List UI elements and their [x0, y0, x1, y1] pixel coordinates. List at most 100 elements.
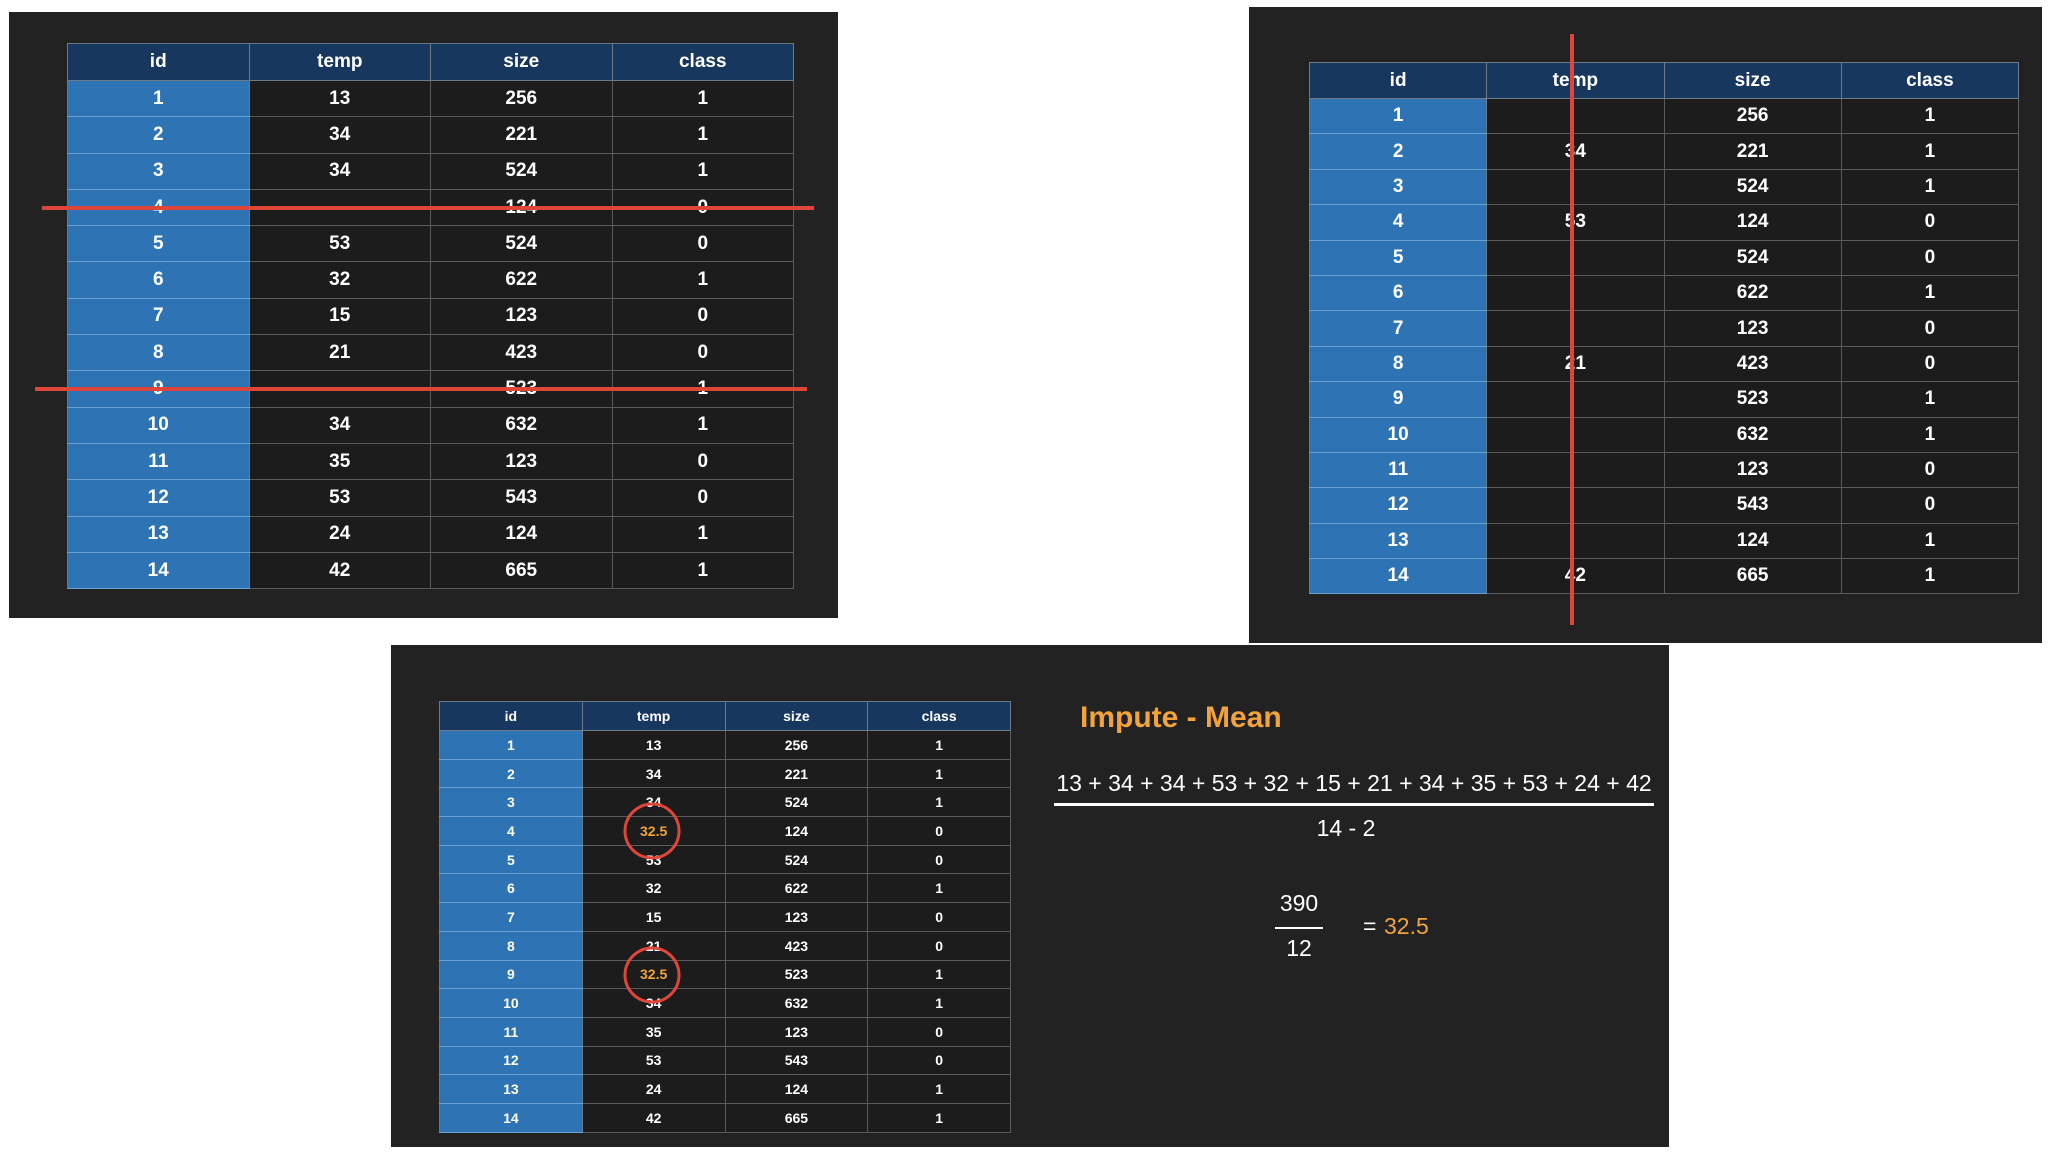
table-row: 11 35 123 0: [67, 442, 794, 481]
table-row: 9 523 1: [67, 370, 794, 408]
cell-temp: 53: [581, 1045, 726, 1076]
cell-size: 524: [1663, 168, 1842, 206]
cell-class: 1: [867, 988, 1011, 1018]
header-row: id temp size class: [67, 43, 794, 81]
table-row: 13 24 124 1: [67, 515, 794, 553]
cell-temp: 21: [1486, 345, 1665, 383]
cell-id: 3: [67, 152, 250, 190]
cell-temp-imputed: 32.5: [581, 816, 726, 846]
cell-id: 11: [439, 1016, 583, 1047]
cell-temp: [1486, 487, 1665, 524]
cell-temp: 13: [581, 730, 726, 760]
table-row: 8 21 423 0: [1308, 345, 2020, 383]
table-row: 2 34 221 1: [67, 116, 794, 154]
cell-size: 665: [1663, 558, 1842, 595]
table-row: 6 622 1: [1308, 274, 2020, 312]
cell-temp: 35: [581, 1016, 726, 1047]
table-row: 9 523 1: [1308, 381, 2020, 418]
cell-temp: 21: [581, 930, 726, 961]
cell-class: 1: [611, 551, 794, 590]
formula-numerator: 13 + 34 + 34 + 53 + 32 + 15 + 21 + 34 + …: [1056, 770, 1652, 796]
cell-size: 523: [1663, 381, 1842, 418]
cell-class: 1: [867, 873, 1011, 904]
cell-id: 11: [1308, 451, 1488, 489]
cell-id: 6: [439, 873, 583, 904]
cell-size: 665: [430, 551, 613, 590]
cell-size: 524: [1663, 239, 1842, 276]
column-header-id: id: [439, 701, 583, 731]
cell-temp: 42: [248, 551, 431, 590]
cell-class: 0: [1840, 345, 2020, 383]
cell-size: 124: [724, 1074, 869, 1104]
cell-class: 1: [1840, 522, 2020, 560]
cell-size: 221: [1663, 133, 1842, 170]
cell-size: 622: [724, 873, 869, 904]
table-row: 14 42 665 1: [67, 551, 794, 590]
cell-temp: 34: [581, 758, 726, 789]
column-header-size: size: [1663, 62, 1842, 99]
cell-size: 423: [724, 930, 869, 961]
cell-class: 1: [1840, 97, 2020, 135]
cell-temp: [1486, 381, 1665, 418]
table-row: 9 32.5 523 1: [439, 959, 1011, 990]
table-row: 5 524 0: [1308, 239, 2020, 276]
cell-size: 123: [430, 297, 613, 336]
cell-size: 423: [1663, 345, 1842, 383]
cell-class: 0: [1840, 487, 2020, 524]
cell-temp: 34: [581, 988, 726, 1018]
panel-impute-mean: id temp size class 1 13 256 1 2 34 221 1 3 34 524 1 4 32.…: [391, 645, 1669, 1147]
cell-class: 0: [867, 1016, 1011, 1047]
table-row: 4 32.5 124 0: [439, 816, 1011, 846]
cell-size: 221: [724, 758, 869, 789]
table-row: 12 53 543 0: [439, 1045, 1011, 1076]
cell-temp: [1486, 522, 1665, 560]
panel-drop-rows: id temp size class 1 13 256 1 2 34 221 1 3 34 524 1 4 124…: [9, 12, 838, 618]
cell-class: 1: [867, 959, 1011, 990]
cell-class: 0: [867, 930, 1011, 961]
cell-id: 12: [439, 1045, 583, 1076]
table-row: 6 32 622 1: [439, 873, 1011, 904]
table-row: 1 13 256 1: [439, 730, 1011, 760]
cell-id: 4: [67, 188, 250, 227]
cell-temp: 24: [248, 515, 431, 553]
column-header-temp: temp: [581, 701, 726, 731]
table-row: 13 24 124 1: [439, 1074, 1011, 1104]
cell-size: 523: [430, 370, 613, 408]
cell-size: 524: [430, 225, 613, 263]
cell-temp: 15: [248, 297, 431, 336]
cell-id: 14: [67, 551, 250, 590]
table-row: 1 256 1: [1308, 97, 2020, 135]
cell-id: 5: [439, 844, 583, 875]
cell-id: 10: [1308, 416, 1488, 453]
cell-class: 1: [1840, 558, 2020, 595]
cell-temp: [248, 188, 431, 227]
cell-temp: 53: [1486, 204, 1665, 241]
cell-class: 0: [611, 442, 794, 481]
cell-class: 0: [611, 334, 794, 372]
cell-size: 124: [430, 515, 613, 553]
cell-id: 5: [1308, 239, 1488, 276]
cell-size: 543: [430, 479, 613, 517]
cell-class: 1: [867, 758, 1011, 789]
table-row: 6 32 622 1: [67, 261, 794, 299]
table-row: 3 34 524 1: [439, 787, 1011, 818]
data-table: id temp size class 1 13 256 1 2 34 221 1 3 34 524 1 4 124…: [67, 43, 794, 590]
cell-id: 6: [67, 261, 250, 299]
result-fraction-bar: [1275, 927, 1323, 929]
cell-class: 0: [1840, 310, 2020, 347]
cell-temp: 53: [248, 479, 431, 517]
cell-size: 123: [1663, 451, 1842, 489]
cell-id: 5: [67, 225, 250, 263]
cell-class: 1: [611, 152, 794, 190]
cell-size: 632: [430, 406, 613, 444]
cell-size: 124: [724, 816, 869, 846]
cell-temp: 34: [581, 787, 726, 818]
cell-id: 3: [1308, 168, 1488, 206]
cell-id: 9: [439, 959, 583, 990]
cell-class: 1: [611, 370, 794, 408]
cell-temp: 24: [581, 1074, 726, 1104]
cell-id: 7: [67, 297, 250, 336]
cell-size: 622: [1663, 274, 1842, 312]
cell-temp: 32: [248, 261, 431, 299]
cell-temp: 42: [1486, 558, 1665, 595]
